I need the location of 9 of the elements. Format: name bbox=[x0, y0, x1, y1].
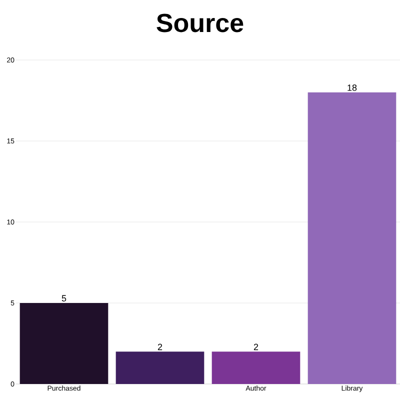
data-label: 2 bbox=[254, 344, 258, 350]
data-label: 2 bbox=[158, 344, 162, 350]
data-label: 5 bbox=[62, 295, 66, 302]
bar bbox=[308, 92, 396, 384]
bar bbox=[20, 303, 108, 384]
bar bbox=[212, 352, 300, 384]
chart-title: Source bbox=[156, 14, 244, 32]
data-label: 18 bbox=[348, 84, 357, 91]
bar bbox=[116, 352, 204, 384]
